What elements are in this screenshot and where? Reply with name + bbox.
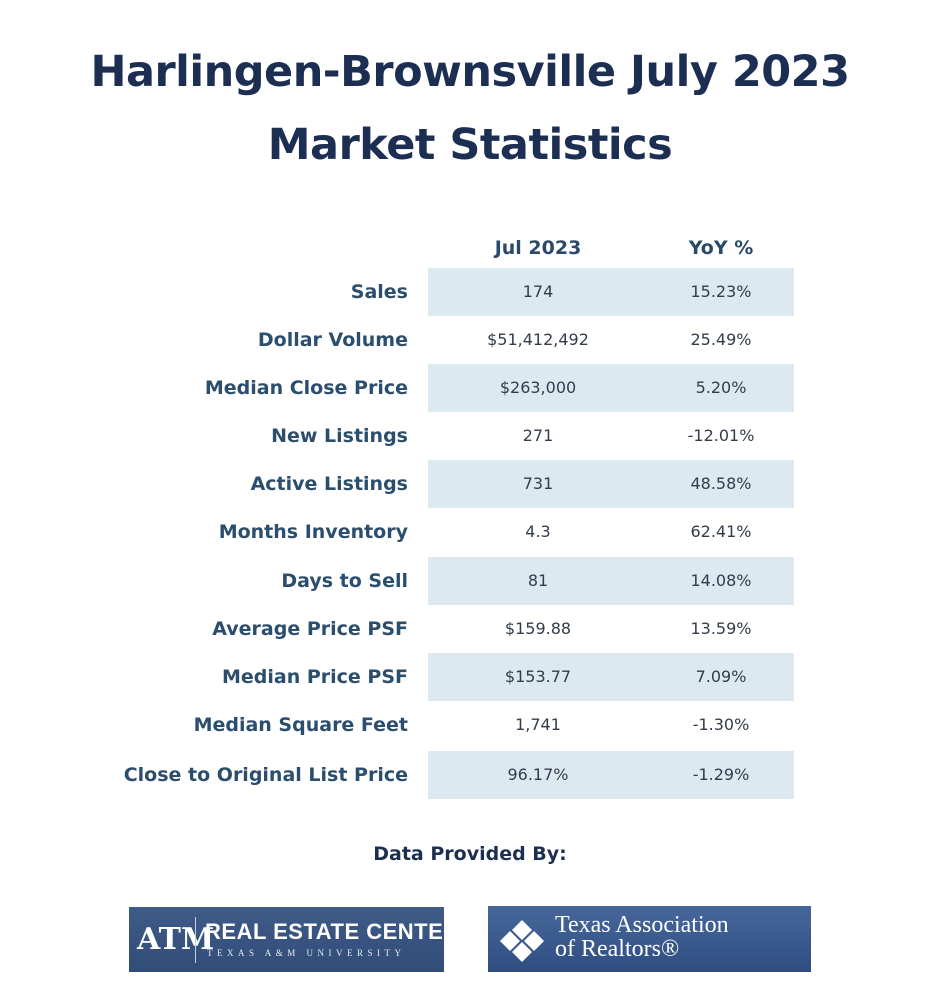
- column-header-yoy: YoY %: [688, 237, 754, 259]
- page-title-line-1: Harlingen-Brownsville July 2023: [90, 47, 850, 97]
- row-label: Active Listings: [250, 473, 408, 495]
- row-label: Median Price PSF: [221, 666, 408, 688]
- row-yoy: 48.58%: [690, 474, 752, 493]
- table-row: Days to Sell 81 14.08%: [0, 557, 940, 605]
- table-row: Median Square Feet 1,741 -1.30%: [0, 701, 940, 749]
- row-value: 271: [522, 426, 554, 445]
- texas-realtors-logo: Texas Association of Realtors®: [488, 906, 811, 972]
- data-credit-text: Data Provided By:: [373, 843, 567, 865]
- table-row: Active Listings 731 48.58%: [0, 460, 940, 508]
- row-label: Dollar Volume: [257, 329, 408, 351]
- tar-name-line-2: of Realtors®: [555, 936, 680, 962]
- row-yoy: 14.08%: [690, 571, 752, 590]
- table-row: New Listings 271 -12.01%: [0, 412, 940, 460]
- row-label: Average Price PSF: [212, 618, 408, 640]
- diamond-icon: [500, 920, 544, 962]
- table-row: Median Price PSF $153.77 7.09%: [0, 653, 940, 701]
- tar-name-line-1: Texas Association: [555, 912, 729, 938]
- row-value: $51,412,492: [487, 330, 589, 349]
- row-yoy: 5.20%: [695, 378, 747, 397]
- row-value: $159.88: [504, 619, 572, 638]
- page-title-line-2: Market Statistics: [267, 120, 673, 170]
- row-label: Close to Original List Price: [123, 764, 408, 786]
- row-value: 4.3: [525, 522, 551, 541]
- row-yoy: 62.41%: [690, 522, 752, 541]
- table-row: Sales 174 15.23%: [0, 268, 940, 316]
- row-value: $263,000: [499, 378, 577, 397]
- row-label: New Listings: [271, 425, 408, 447]
- row-value: 81: [527, 571, 549, 590]
- row-yoy: -1.30%: [692, 715, 750, 734]
- row-value: 174: [522, 282, 554, 301]
- table-row: Dollar Volume $51,412,492 25.49%: [0, 316, 940, 364]
- row-yoy: 13.59%: [690, 619, 752, 638]
- table-row: Average Price PSF $159.88 13.59%: [0, 605, 940, 653]
- row-label: Median Square Feet: [193, 714, 408, 736]
- row-value: $153.77: [504, 667, 572, 686]
- column-header-jul-2023: Jul 2023: [494, 237, 582, 259]
- row-label: Days to Sell: [281, 570, 408, 592]
- row-yoy: 25.49%: [690, 330, 752, 349]
- row-label: Sales: [350, 281, 408, 303]
- row-value: 1,741: [515, 715, 561, 734]
- real-estate-center-logo: ATM REAL ESTATE CENTER TEXAS A&M UNIVERS…: [129, 907, 459, 972]
- row-yoy: -1.29%: [692, 765, 750, 784]
- atm-logo-icon: ATM: [137, 922, 215, 957]
- texas-am-subtitle: TEXAS A&M UNIVERSITY: [207, 948, 406, 958]
- row-label: Median Close Price: [204, 377, 408, 399]
- table-row: Close to Original List Price 96.17% -1.2…: [0, 751, 940, 799]
- row-yoy: 7.09%: [695, 667, 747, 686]
- table-row: Months Inventory 4.3 62.41%: [0, 508, 940, 556]
- row-value: 96.17%: [507, 765, 569, 784]
- row-yoy: 15.23%: [690, 282, 752, 301]
- table-row: Median Close Price $263,000 5.20%: [0, 364, 940, 412]
- row-label: Months Inventory: [218, 521, 408, 543]
- logo-divider: [195, 917, 196, 963]
- row-yoy: -12.01%: [687, 426, 755, 445]
- real-estate-center-name: REAL ESTATE CENTER: [205, 919, 460, 944]
- row-value: 731: [522, 474, 554, 493]
